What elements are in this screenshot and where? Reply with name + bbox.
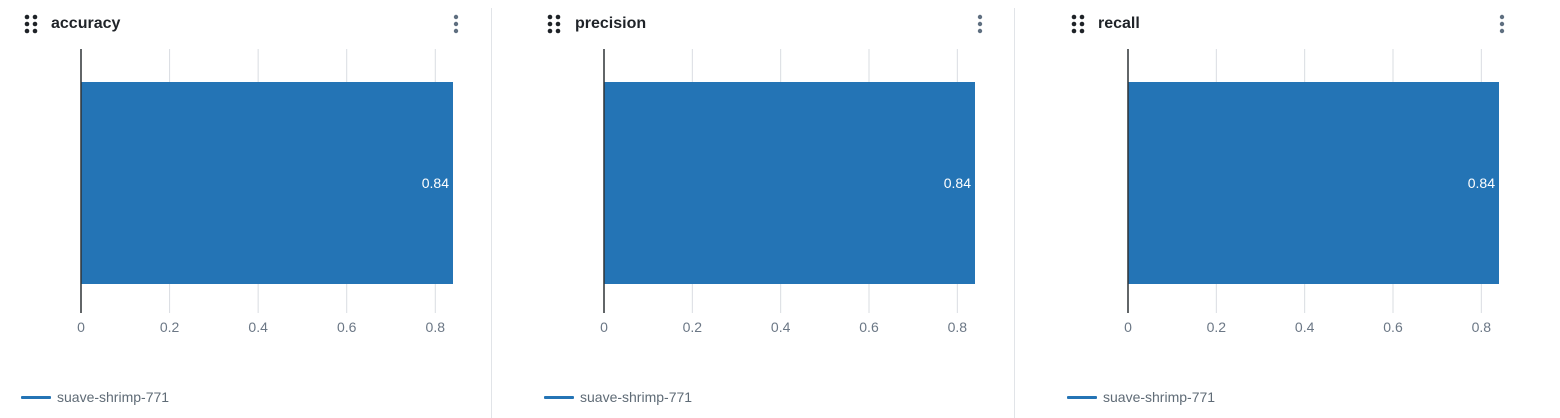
x-tick-label: 0.6 [1383, 319, 1403, 335]
panel-header: accuracy [0, 0, 490, 48]
x-tick-label: 0.4 [1295, 319, 1315, 335]
x-tick-label: 0.4 [248, 319, 268, 335]
panel-header: recall [1046, 0, 1546, 48]
x-tick-label: 0.2 [683, 319, 703, 335]
drag-handle-icon[interactable] [1071, 14, 1085, 39]
panel-divider [491, 8, 492, 418]
x-tick-label: 0.2 [160, 319, 180, 335]
chart-panel-recall: recall 0 0.2 0.4 0.6 0.8 0.84 suave-shrimp-77… [1046, 0, 1546, 418]
chart-legend: suave-shrimp-771 [21, 389, 169, 405]
legend-swatch [21, 395, 51, 399]
chart-panel-precision: precision 0 0.2 0.4 0.6 0.8 0.84 suave-shrimp… [523, 0, 1013, 418]
bar-value-label: 0.84 [422, 175, 449, 191]
x-tick-label: 0.8 [426, 319, 446, 335]
more-vertical-icon[interactable] [972, 12, 988, 38]
bar-chart: 0 0.2 0.4 0.6 0.8 0.84 [600, 49, 975, 335]
bar[interactable] [81, 82, 453, 284]
bar-chart: 0 0.2 0.4 0.6 0.8 0.84 [77, 49, 453, 335]
bar[interactable] [1128, 82, 1499, 284]
legend-label[interactable]: suave-shrimp-771 [57, 389, 170, 405]
more-vertical-icon[interactable] [1494, 12, 1510, 38]
bar-value-label: 0.84 [944, 175, 971, 191]
chart-panel-accuracy: accuracy 0 0.2 0.4 0.6 0.8 0.84 suave-shrimp-… [0, 0, 490, 418]
legend-label[interactable]: suave-shrimp-771 [1103, 389, 1216, 405]
panel-title: precision [575, 15, 647, 32]
bar-value-label: 0.84 [1468, 175, 1495, 191]
chart-legend: suave-shrimp-771 [1067, 389, 1215, 405]
x-tick-label: 0.8 [948, 319, 968, 335]
x-tick-label: 0.6 [859, 319, 879, 335]
drag-handle-icon[interactable] [24, 14, 38, 39]
x-tick-label: 0.8 [1472, 319, 1492, 335]
bar[interactable] [604, 82, 975, 284]
bar-chart: 0 0.2 0.4 0.6 0.8 0.84 [1124, 49, 1499, 335]
x-tick-label: 0.6 [337, 319, 357, 335]
panel-title: accuracy [51, 15, 121, 32]
drag-handle-icon[interactable] [547, 14, 561, 39]
x-tick-label: 0 [1124, 319, 1132, 335]
legend-swatch [544, 395, 574, 399]
panel-title: recall [1098, 15, 1140, 32]
x-tick-label: 0 [77, 319, 85, 335]
panel-divider [1014, 8, 1015, 418]
legend-swatch [1067, 395, 1097, 399]
x-tick-label: 0.2 [1207, 319, 1227, 335]
x-tick-label: 0 [600, 319, 608, 335]
panel-header: precision [523, 0, 1013, 48]
more-vertical-icon[interactable] [448, 12, 464, 38]
chart-legend: suave-shrimp-771 [544, 389, 692, 405]
legend-label[interactable]: suave-shrimp-771 [580, 389, 693, 405]
x-tick-label: 0.4 [771, 319, 791, 335]
